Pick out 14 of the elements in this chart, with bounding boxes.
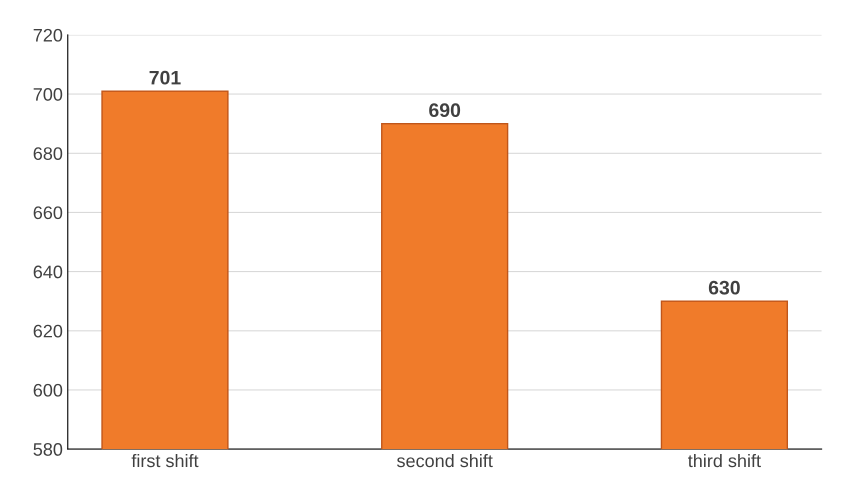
x-tick-label: first shift	[132, 454, 198, 468]
data-label: 630	[708, 280, 740, 295]
x-tick-label: second shift	[397, 454, 493, 468]
y-tick-label: 600	[34, 384, 62, 397]
y-tick-label: 620	[34, 324, 62, 338]
y-tick-label: 580	[34, 443, 62, 456]
y-tick-label: 640	[34, 266, 62, 278]
y-tick-label: 660	[34, 206, 62, 220]
data-label: 701	[150, 70, 181, 85]
y-tick-label: 700	[34, 88, 62, 101]
x-tick-label: third shift	[688, 454, 761, 468]
y-tick-label: 720	[34, 28, 62, 42]
y-tick-label: 680	[34, 147, 62, 160]
data-label: 690	[429, 103, 460, 118]
